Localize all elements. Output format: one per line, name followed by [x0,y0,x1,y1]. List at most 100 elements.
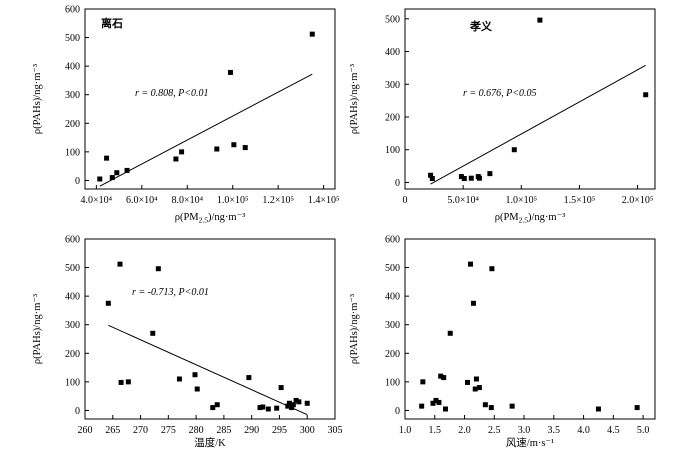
data-point [214,146,220,152]
chart-panel-3: 0 100 200 300 400 500 600 260 265 270 275 280 285 290… [32,235,343,450]
y-tick-label: 500 [65,263,80,274]
x-tick-label: 275 [161,425,176,436]
data-point [242,145,248,151]
data-point [476,385,482,391]
x-tick-label: 0 [403,195,408,206]
data-point [227,69,233,75]
data-point [467,261,473,267]
y-tick-label: 100 [385,145,400,156]
correlation-annotation: r = -0.713, P<0.01 [132,287,209,298]
data-point [150,330,156,336]
y-tick-label: 300 [385,80,400,91]
y-tick-label: 400 [385,47,400,58]
y-tick-label: 200 [385,113,400,124]
trend-line [99,73,313,187]
data-point [179,149,185,155]
y-tick-label: 0 [395,178,400,189]
x-tick-label: 2.0 [458,425,471,436]
data-point [296,399,302,405]
y-tick-label: 400 [65,292,80,303]
y-tick-label: 200 [385,349,400,360]
y-tick-label: 500 [385,14,400,25]
x-tick-label: 300 [300,425,315,436]
data-point [286,400,292,406]
data-point [509,403,515,409]
y-axis-label: ρ(PAHs)/ng·m⁻³ [349,294,360,364]
chart-panel-2: 0 100 200 300 400 500 0 5.0×10⁴ 1.0×10⁵ 1.5×10⁵ 2.… [349,8,656,225]
data-point [125,379,131,385]
x-tick-label: 1.4×10⁵ [308,195,340,206]
x-tick-label: 5.0 [637,425,650,436]
x-tick-label: 1.0 [399,425,412,436]
correlation-annotation: r = 0.676, P<0.05 [463,88,537,99]
x-tick-label: 6.0×10⁴ [126,195,158,206]
data-point [430,400,436,406]
data-point [468,175,474,181]
data-point [293,397,299,403]
x-tick-label: 4.5 [607,425,620,436]
chart-panel-4: 0 100 200 300 400 500 600 1.0 1.5 2.0 2.5 3.0 3.5 4.0… [349,235,656,449]
data-point [109,175,115,181]
x-tick-label: 1.0×10⁵ [505,195,537,206]
data-point [214,402,220,408]
x-axis-label: 风速/m·s⁻¹ [506,437,554,449]
data-point [420,379,426,385]
x-tick-label: 4.0×10⁴ [81,195,113,206]
x-tick-label: 290 [244,425,259,436]
x-tick-label: 1.0×10⁵ [217,195,249,206]
data-point [461,176,467,182]
data-point [118,379,124,385]
y-tick-label: 500 [65,33,80,44]
y-axis-label: ρ(PAHs)/ng·m⁻³ [349,64,360,134]
x-tick-label: 3.0 [518,425,531,436]
x-tick-label: 270 [133,425,148,436]
x-axis-label: ρ(PM2.5)/ng·m⁻³ [175,212,246,225]
plot-frame [84,8,336,190]
data-point [465,379,470,385]
x-tick-label: 3.5 [548,425,561,436]
data-point [285,403,291,409]
data-point [511,147,517,153]
data-point [634,405,640,411]
y-tick-label: 600 [385,235,400,246]
y-tick-label: 500 [385,263,400,274]
data-point [97,176,103,182]
data-point [117,261,123,267]
data-point [447,330,453,336]
data-point [470,300,476,306]
data-point [472,386,478,392]
data-point [595,406,601,412]
y-tick-label: 100 [65,147,80,158]
data-point [487,171,493,177]
x-tick-label: 305 [328,425,343,436]
data-point [458,174,464,180]
data-point [155,266,161,272]
data-point [304,400,310,406]
x-tick-label: 280 [189,425,204,436]
y-tick-label: 400 [65,62,80,73]
data-point [643,92,649,98]
data-point [442,406,448,412]
data-point [278,385,284,391]
x-tick-label: 1.2×10⁵ [262,195,294,206]
data-point [105,300,111,306]
data-point [482,402,488,408]
data-point [537,17,543,23]
y-tick-label: 0 [75,176,80,187]
x-tick-label: 295 [272,425,287,436]
data-point [433,397,439,403]
data-point [173,156,179,162]
data-point [192,372,198,378]
panel-title: 离石 [101,16,123,30]
x-tick-label: 4.0 [577,425,590,436]
chart-panel-1: 0 100 200 300 400 500 600 4.0×10⁴ 6.0×10⁴ 8.0×10⁴… [32,5,339,225]
plot-frame [404,238,656,420]
data-point [265,406,271,412]
y-tick-label: 200 [65,119,80,130]
y-tick-label: 200 [65,349,80,360]
y-tick-label: 300 [65,320,80,331]
y-tick-label: 0 [75,406,80,417]
x-tick-label: 2.5 [488,425,501,436]
data-point [429,176,435,182]
data-point [257,405,263,411]
